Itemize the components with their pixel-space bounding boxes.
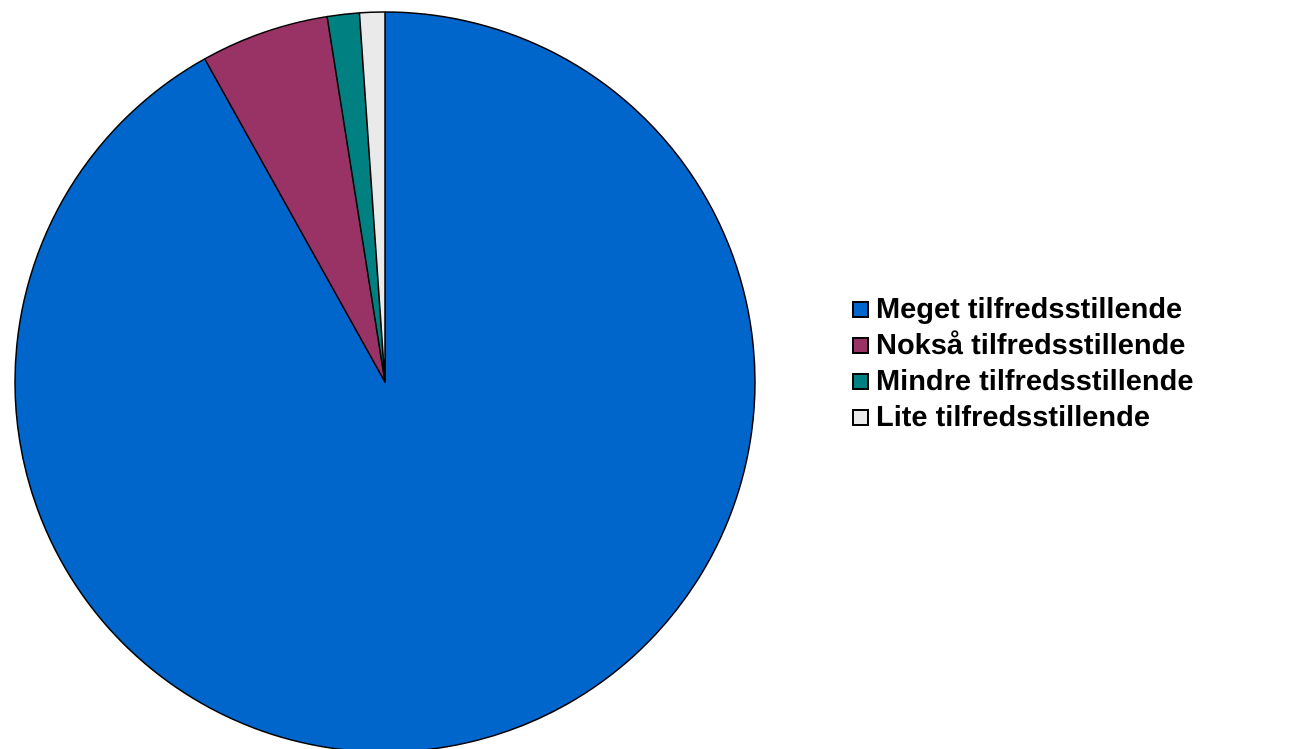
legend-item-lite: Lite tilfredsstillende: [852, 399, 1193, 435]
legend-label: Mindre tilfredsstillende: [876, 364, 1194, 397]
pie-slice-2: [203, 15, 386, 383]
legend: Meget tilfredsstillende Nokså tilfredsst…: [852, 291, 1193, 435]
legend-swatch: [852, 408, 869, 426]
legend-item-mindre: Mindre tilfredsstillende: [852, 363, 1193, 399]
pie-slice-4: [358, 11, 386, 383]
legend-swatch: [852, 336, 869, 354]
legend-item-meget: Meget tilfredsstillende: [852, 291, 1193, 327]
legend-label: Meget tilfredsstillende: [876, 292, 1183, 325]
pie-slice-1: [14, 11, 756, 749]
legend-label: Nokså tilfredsstillende: [876, 328, 1186, 361]
legend-swatch: [852, 372, 869, 390]
legend-label: Lite tilfredsstillende: [876, 400, 1150, 433]
pie-slices: [14, 11, 756, 749]
legend-swatch: [852, 300, 869, 318]
legend-item-noksa: Nokså tilfredsstillende: [852, 327, 1193, 363]
